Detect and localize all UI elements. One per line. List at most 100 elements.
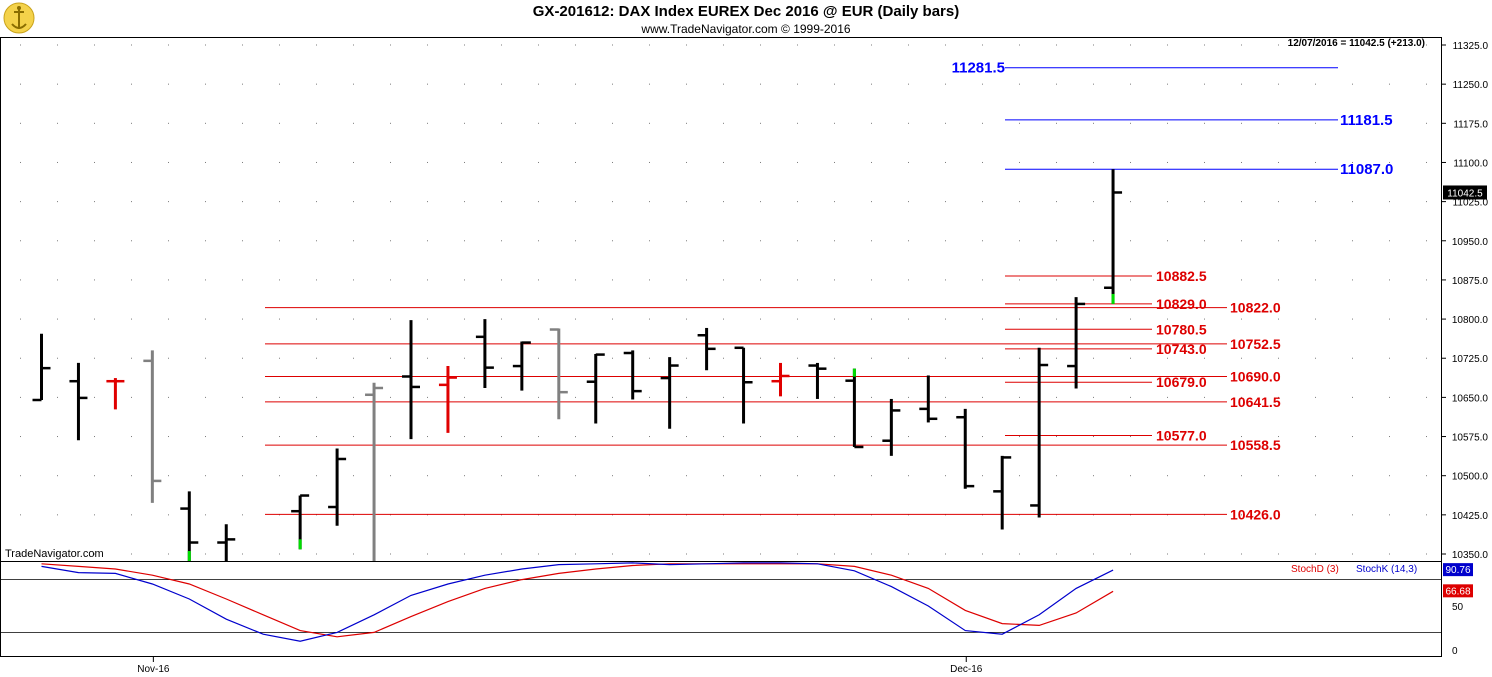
grid-dot [1056, 240, 1057, 242]
grid-dot [1130, 83, 1131, 85]
grid-dot [723, 240, 724, 242]
grid-dot [279, 396, 280, 398]
grid-dot [1278, 201, 1279, 203]
copyright-text: www.TradeNavigator.com © 1999-2016 [641, 22, 851, 36]
grid-dot [57, 553, 58, 555]
grid-dot [242, 357, 243, 359]
grid-dot [205, 514, 206, 516]
grid-dot [427, 161, 428, 163]
grid-dot [1241, 436, 1242, 438]
grid-dot [871, 44, 872, 46]
y-tick-label: 10875.0 [1452, 276, 1489, 287]
grid-dot [316, 553, 317, 555]
grid-dot [982, 122, 983, 124]
grid-dot [723, 201, 724, 203]
level-label: 10558.5 [1230, 437, 1281, 453]
grid-dot [760, 201, 761, 203]
grid-dot [1352, 436, 1353, 438]
grid-dot [464, 318, 465, 320]
grid-dot [1056, 318, 1057, 320]
grid-dot [1019, 279, 1020, 281]
grid-dot [353, 161, 354, 163]
grid-dot [464, 475, 465, 477]
grid-dot [1352, 240, 1353, 242]
grid-dot [1352, 44, 1353, 46]
grid-dot [686, 279, 687, 281]
grid-dot [760, 279, 761, 281]
grid-dot [20, 553, 21, 555]
grid-dot [1130, 44, 1131, 46]
grid-dot [908, 122, 909, 124]
grid-dot [57, 279, 58, 281]
grid-dot [168, 396, 169, 398]
grid-dot [797, 396, 798, 398]
grid-dot [1278, 436, 1279, 438]
fibonacci-levels: 11281.5 11181.5 11087.0 10882.5 10829.0 10822… [265, 60, 1393, 522]
grid-dot [612, 318, 613, 320]
grid-dot [1426, 122, 1427, 124]
grid-dot [1389, 122, 1390, 124]
grid-dot [1204, 201, 1205, 203]
grid-dot [94, 475, 95, 477]
grid-dot [427, 357, 428, 359]
grid-dot [612, 161, 613, 163]
grid-dot [612, 514, 613, 516]
grid-dot [1204, 279, 1205, 281]
grid-dot [1130, 279, 1131, 281]
grid-dot [1204, 514, 1205, 516]
grid-dot [538, 44, 539, 46]
grid-dot [1426, 357, 1427, 359]
grid-dot [612, 83, 613, 85]
grid-dot [57, 396, 58, 398]
grid-dot [686, 201, 687, 203]
grid-dot [908, 514, 909, 516]
grid-dot [575, 318, 576, 320]
grid-dot [242, 396, 243, 398]
grid-dot [94, 396, 95, 398]
grid-dot [501, 396, 502, 398]
y-tick-label: 11325.0 [1453, 41, 1489, 52]
grid-dot [131, 396, 132, 398]
grid-dot [723, 122, 724, 124]
grid-dot [390, 514, 391, 516]
grid-dot [57, 475, 58, 477]
grid-dot [168, 44, 169, 46]
grid-dot [353, 318, 354, 320]
grid-dot [1019, 475, 1020, 477]
grid-dot [1426, 279, 1427, 281]
grid-dot [501, 201, 502, 203]
level-label: 11087.0 [1340, 161, 1393, 178]
grid-dot [649, 201, 650, 203]
grid-dot [57, 161, 58, 163]
grid-dot [1315, 44, 1316, 46]
grid-dot [168, 122, 169, 124]
grid-dot [1056, 357, 1057, 359]
grid-dot [908, 240, 909, 242]
grid-dot [760, 514, 761, 516]
grid-dot [427, 122, 428, 124]
grid-dot [390, 122, 391, 124]
grid-dot [538, 122, 539, 124]
grid-dot [1056, 396, 1057, 398]
grid-dot [1204, 122, 1205, 124]
grid-dot [94, 279, 95, 281]
grid-dot [686, 475, 687, 477]
grid-dot [168, 553, 169, 555]
grid-dot [464, 122, 465, 124]
grid-dot [20, 318, 21, 320]
grid-dot [797, 357, 798, 359]
grid-dot [279, 436, 280, 438]
grid-dot [316, 279, 317, 281]
price-panel-border [0, 37, 1442, 562]
grid-dot [1019, 161, 1020, 163]
grid-dot [538, 279, 539, 281]
grid-dot [1167, 122, 1168, 124]
grid-dot [982, 240, 983, 242]
grid-dot [1130, 357, 1131, 359]
grid-dot [1315, 201, 1316, 203]
grid-dot [353, 514, 354, 516]
grid-dot [1389, 553, 1390, 555]
chart-title: GX-201612: DAX Index EUREX Dec 2016 @ EU… [532, 3, 960, 20]
grid-dot [760, 396, 761, 398]
grid-dot [464, 436, 465, 438]
